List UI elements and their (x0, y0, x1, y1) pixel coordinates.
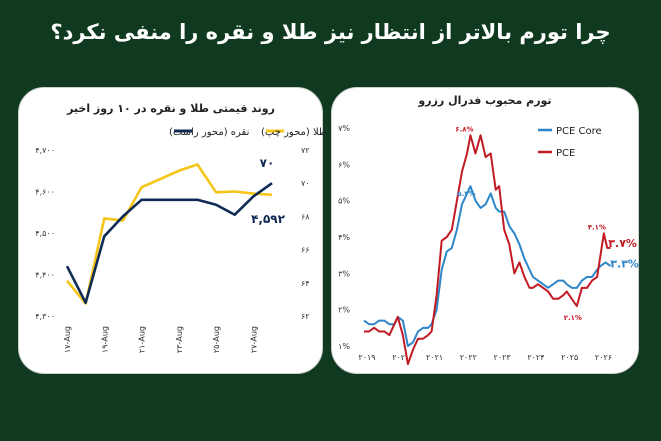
y-tick-label: ۷% (338, 124, 350, 133)
y-right-tick-label: ۷۰ (301, 179, 310, 188)
metals-chart-panel: روند قیمتی طلا و نقره در ۱۰ روز اخیر طلا … (18, 87, 327, 374)
y-tick-label: ۲% (338, 306, 350, 315)
pce-line (364, 134, 611, 366)
y-left-tick-label: ۴,۳۰۰ (35, 312, 55, 321)
y-tick-label: ۱% (338, 342, 350, 351)
y-tick-label: ۶% (338, 160, 350, 169)
y-tick-label: ۳% (338, 269, 350, 278)
x-tick-label: ۲۰۱۹ (358, 353, 375, 362)
y-left-tick-label: ۴,۵۰۰ (35, 229, 55, 238)
x-tick-label: ۲۵-Aug (212, 326, 221, 353)
inflation-chart: تورم محبوب فدرال رزرو ۱% ۲% ۳% ۴% ۵% ۶% ۷% ۲۰۱۹ ۲… (338, 94, 639, 366)
headline: چرا تورم بالاتر از انتظار نیز طلا و نقره… (50, 20, 611, 44)
y-right-tick-label: ۶۲ (301, 312, 310, 321)
value-annotation: ۶.۸% (455, 125, 473, 133)
y-right-tick-label: ۶۴ (301, 279, 310, 288)
silver-last-value: ۷۰ (260, 156, 275, 170)
value-annotation: ۴.۱% (588, 223, 606, 231)
x-tick-label: ۲۱-Aug (138, 326, 147, 353)
y-left-tick-label: ۴,۷۰۰ (35, 146, 55, 155)
y-left-tick-label: ۴,۴۰۰ (35, 271, 55, 280)
chart-title: تورم محبوب فدرال رزرو (417, 94, 551, 107)
inflation-chart-panel: تورم محبوب فدرال رزرو ۱% ۲% ۳% ۴% ۵% ۶% ۷% ۲۰۱۹ ۲… (331, 87, 639, 374)
x-tick-label: ۲۳-Aug (175, 326, 184, 353)
x-tick-label: ۲۰۲۶ (595, 353, 612, 362)
x-tick-label: ۲۷-Aug (249, 326, 258, 353)
value-annotation: ۳.۷% (608, 237, 637, 250)
y-right-tick-label: ۶۸ (301, 212, 310, 221)
legend-label-pce: PCE (556, 148, 575, 159)
x-tick-label: ۲۰۲۵ (561, 353, 578, 362)
x-tick-label: ۲۰۲۲ (460, 353, 477, 362)
gold-last-value: ۴,۵۹۲ (251, 212, 286, 226)
pce-core-line (363, 185, 612, 347)
gold-price-line (65, 163, 273, 305)
y-right-tick-label: ۷۲ (301, 146, 310, 155)
chart-title: روند قیمتی طلا و نقره در ۱۰ روز اخیر (66, 102, 275, 115)
legend-label-pce-core: PCE Core (556, 126, 602, 137)
silver-price-line (65, 182, 273, 305)
x-tick-label: ۲۰۲۳ (494, 353, 512, 362)
value-annotation: ۲.۱% (564, 314, 582, 322)
x-tick-label: ۱۷-Aug (63, 326, 72, 353)
x-tick-label: ۲۰۲۴ (527, 353, 544, 362)
legend-label-silver: نقره (محور راست) (169, 127, 249, 138)
y-left-tick-label: ۴,۶۰۰ (35, 188, 55, 197)
legend-label-gold: طلا (محور چپ) (261, 127, 327, 138)
value-annotation: ۵.۴% (457, 190, 475, 198)
metals-chart: روند قیمتی طلا و نقره در ۱۰ روز اخیر طلا … (35, 102, 327, 353)
y-tick-label: ۴% (338, 233, 350, 242)
y-right-tick-label: ۶۶ (301, 246, 310, 255)
x-tick-label: ۱۹-Aug (100, 326, 109, 353)
y-tick-label: ۵% (338, 197, 350, 206)
value-annotation: ۳.۳% (610, 257, 639, 270)
x-tick-label: ۲۰۲۱ (426, 353, 443, 362)
x-tick-label: ۲۰۲۰ (392, 353, 409, 362)
